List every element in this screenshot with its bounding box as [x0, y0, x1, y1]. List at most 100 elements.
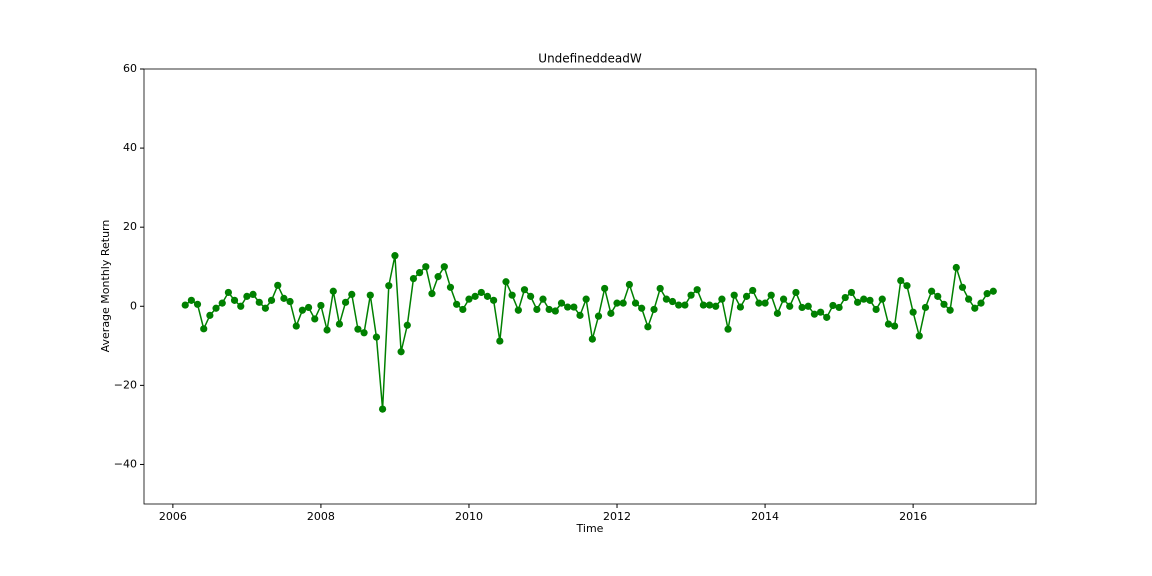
data-point [317, 301, 325, 310]
data-point [730, 291, 738, 299]
data-point [928, 287, 936, 295]
data-point [255, 298, 263, 306]
data-point [909, 308, 917, 316]
data-point [292, 322, 300, 330]
data-point [650, 305, 658, 314]
data-point [582, 295, 590, 303]
data-point [594, 312, 603, 320]
data-point [280, 294, 288, 302]
data-point [607, 309, 615, 317]
data-point [761, 299, 769, 307]
data-point [298, 306, 307, 314]
y-axis-label: Average Monthly Return [99, 220, 112, 353]
data-point [588, 335, 596, 343]
data-point [551, 307, 559, 315]
data-point [773, 309, 782, 317]
data-point [897, 276, 905, 285]
data-point [440, 263, 448, 271]
data-point [921, 303, 930, 312]
data-point [835, 303, 843, 312]
data-point [816, 308, 825, 316]
y-tick-label: 40 [123, 141, 137, 154]
x-axis-label: Time [576, 522, 604, 535]
data-point [644, 323, 652, 331]
data-point [341, 298, 350, 306]
data-point [798, 303, 806, 312]
data-point [786, 302, 794, 310]
data-point [940, 300, 948, 308]
data-point [878, 295, 886, 303]
data-point [601, 284, 609, 293]
data-point [693, 286, 701, 294]
data-point [564, 303, 572, 311]
data-point [854, 298, 862, 306]
data-point [965, 295, 973, 303]
data-point [200, 325, 208, 333]
data-point [397, 348, 405, 356]
data-point [971, 304, 979, 312]
data-point [471, 292, 479, 300]
data-point [847, 288, 856, 297]
data-point [903, 282, 911, 290]
data-point [187, 296, 195, 304]
data-point [619, 299, 627, 307]
data-point [705, 301, 714, 309]
data-point [952, 263, 960, 272]
data-point [891, 322, 899, 330]
data-point [872, 305, 880, 314]
data-point [662, 295, 670, 303]
data-point [378, 405, 387, 413]
data-point [304, 303, 313, 312]
data-point [354, 325, 362, 333]
data-point [533, 305, 541, 314]
data-point [415, 269, 424, 277]
data-point [502, 278, 510, 286]
data-point [520, 286, 529, 294]
x-tick-label: 2012 [603, 510, 631, 523]
data-point [360, 329, 368, 337]
data-point [249, 290, 257, 299]
x-tick-label: 2010 [455, 510, 483, 523]
data-point [193, 300, 202, 308]
data-point [267, 296, 276, 304]
data-point [823, 313, 831, 321]
data-point [465, 295, 473, 303]
data-point [860, 295, 868, 303]
data-point [884, 320, 893, 328]
data-point [576, 311, 584, 319]
data-point [434, 273, 442, 281]
data-point [557, 299, 566, 307]
data-point [699, 301, 708, 309]
data-point [712, 302, 720, 310]
data-point [539, 295, 547, 303]
data-point [385, 282, 393, 290]
data-point [742, 292, 751, 300]
data-point [206, 311, 214, 319]
data-point [934, 292, 942, 300]
data-point [496, 337, 504, 345]
data-point [792, 288, 800, 297]
data-point [915, 332, 923, 340]
data-point [446, 283, 455, 291]
data-point [348, 290, 356, 299]
data-point [866, 296, 874, 304]
data-point [613, 299, 621, 307]
data-point [638, 304, 646, 312]
data-point [736, 303, 745, 311]
data-point [718, 295, 726, 303]
data-point [311, 315, 319, 323]
data-point [946, 306, 954, 314]
data-point [230, 296, 239, 304]
data-point [372, 333, 381, 341]
data-point [459, 305, 467, 314]
data-point [490, 296, 498, 304]
data-point [570, 303, 578, 311]
data-point [286, 297, 294, 306]
y-tick-label: −40 [114, 457, 137, 470]
data-point [989, 287, 997, 295]
y-tick-label: 20 [123, 220, 137, 233]
data-point [403, 321, 411, 329]
x-tick-label: 2014 [751, 510, 779, 523]
data-point [237, 302, 245, 310]
